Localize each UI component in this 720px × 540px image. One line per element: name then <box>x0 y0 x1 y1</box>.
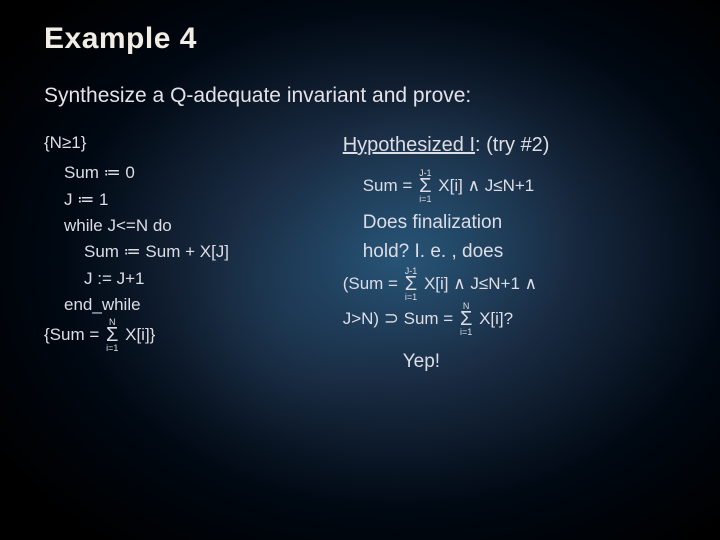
slide-title: Example 4 <box>44 22 676 56</box>
hypothesis-underline: Hypothesized I <box>343 134 475 156</box>
code-line-1: Sum ≔ 0 <box>64 163 135 182</box>
implication-line: J>N) ⊃ Sum = N Σ i=1 X[i]? <box>343 302 684 337</box>
code-line-4: Sum ≔ Sum + X[J] <box>64 239 335 265</box>
sigma-lower: i=1 <box>460 328 472 337</box>
hypothesis-heading: Hypothesized I: (try #2) <box>343 130 684 161</box>
invariant-line: Sum = J-1 Σ i=1 X[i] ∧ J≤N+1 <box>343 169 684 204</box>
sigma-icon: J-1 Σ i=1 <box>405 267 418 302</box>
code-line-5: J := J+1 <box>64 266 335 292</box>
sigma-icon: N Σ i=1 <box>460 302 472 337</box>
sigma-lower: i=1 <box>106 344 118 353</box>
sigma-lower: i=1 <box>419 195 432 204</box>
code-line-6: end_while <box>64 295 141 314</box>
precondition: {N≥1} <box>44 130 335 156</box>
impl-right-suffix: X[i]? <box>474 309 513 328</box>
post-suffix: X[i]} <box>120 325 155 344</box>
sigma-symbol: Σ <box>106 325 118 345</box>
sigma-icon: J-1 Σ i=1 <box>419 169 432 204</box>
slide-subtitle: Synthesize a Q-adequate invariant and pr… <box>44 84 676 108</box>
content-row: {N≥1} Sum ≔ 0 J ≔ 1 while J<=N do Sum ≔ … <box>44 130 676 376</box>
inv-prefix: Sum = <box>363 176 417 195</box>
right-column: Hypothesized I: (try #2) Sum = J-1 Σ i=1… <box>343 130 684 376</box>
paren-invariant: (Sum = J-1 Σ i=1 X[i] ∧ J≤N+1 ∧ <box>343 267 684 302</box>
code-block: Sum ≔ 0 J ≔ 1 while J<=N do Sum ≔ Sum + … <box>44 160 335 318</box>
final-q-line2: hold? I. e. , does <box>363 241 504 262</box>
final-q-line1: Does finalization <box>363 212 502 233</box>
post-prefix: {Sum = <box>44 325 104 344</box>
paren-suffix: X[i] ∧ J≤N+1 ∧ <box>419 274 537 293</box>
yep-text: Yep! <box>343 347 684 376</box>
sigma-symbol: Σ <box>405 274 418 294</box>
slide: Example 4 Synthesize a Q-adequate invari… <box>0 0 720 540</box>
sigma-symbol: Σ <box>460 309 472 329</box>
hypothesis-rest: : (try #2) <box>475 134 549 156</box>
inv-suffix: X[i] ∧ J≤N+1 <box>434 176 535 195</box>
impl-left: J>N) <box>343 309 384 328</box>
postcondition: {Sum = N Σ i=1 X[i]} <box>44 318 335 353</box>
impl-right-prefix: Sum = <box>399 309 458 328</box>
implies-icon: ⊃ <box>384 305 399 333</box>
code-line-3: while J<=N do <box>64 216 172 235</box>
paren-prefix: (Sum = <box>343 274 403 293</box>
sigma-icon: N Σ i=1 <box>106 318 118 353</box>
code-line-2: J ≔ 1 <box>64 190 108 209</box>
sigma-symbol: Σ <box>419 176 432 196</box>
left-column: {N≥1} Sum ≔ 0 J ≔ 1 while J<=N do Sum ≔ … <box>44 130 335 376</box>
sigma-lower: i=1 <box>405 293 418 302</box>
finalization-question: Does finalization hold? I. e. , does <box>343 208 684 267</box>
